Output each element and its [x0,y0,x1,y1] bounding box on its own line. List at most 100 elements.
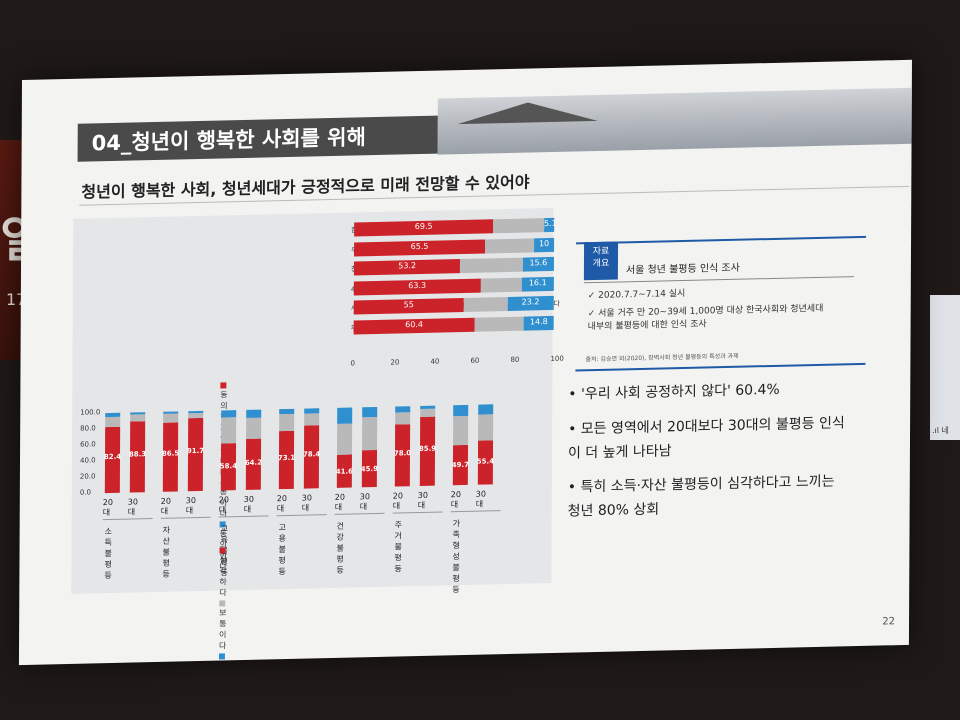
bar-segment [463,296,508,312]
column-value-label: 85.9 [418,444,437,453]
bar-value-label: 63.3 [408,280,427,290]
y-tick-label: 20.0 [79,472,96,481]
column-segment: 86.5 [162,422,179,492]
survey-title: 서울 청년 불평등 인식 조사 [625,262,740,277]
column-value-label: 58.4 [219,462,238,471]
stacked-column: 86.5 [162,411,179,492]
stacked-column: 49.7 [452,404,469,486]
side-monitor: .ıl 네 [930,295,960,440]
bar-segment: 15.6 [522,256,554,272]
age-label: 30대 [301,493,312,513]
group-label: 주거불평등 [394,520,403,574]
group-label: 소득불평등 [104,526,113,581]
bar-segment: 63.3 [353,278,481,295]
x-tick-label: 100 [550,354,564,364]
bar-segment: 55 [353,297,464,315]
page-number: 22 [882,616,896,628]
header-photo [437,87,912,155]
x-tick-label: 80 [510,355,520,364]
legend-item: 심각하지 않다 [219,651,227,665]
group-label: 고용불평등 [278,523,287,577]
stacked-column: 41.6 [336,407,353,488]
column-segment: 41.6 [336,454,353,488]
column-value-label: 45.9 [360,464,379,474]
x-tick-label: 20 [390,358,400,367]
bar-value-label: 10 [538,238,550,248]
column-value-label: 78.4 [302,450,321,459]
age-label: 20대 [276,493,287,514]
column-segment [163,413,179,423]
column-segment [105,412,121,418]
survey-item: ✓ 서울 거주 만 20~39세 1,000명 대상 한국사회와 청년세대 내부… [587,303,824,333]
bar-value-label: 14.8 [529,316,548,326]
column-segment [478,413,494,441]
y-tick-label: 60.0 [80,440,96,449]
stacked-column: 55.4 [477,404,494,485]
bar-segment: 10 [534,237,555,252]
group-label: 자산불평등 [162,525,171,579]
age-label: 20대 [102,497,113,518]
column-segment [163,411,179,415]
column-value-label: 49.7 [451,460,470,470]
bar-value-label: 16.1 [528,277,547,287]
column-value-label: 55.4 [476,457,495,467]
column-segment: 91.7 [187,417,204,492]
column-segment [304,413,320,426]
column-segment [362,416,378,451]
column-segment [246,417,262,439]
bar-segment: 5.1 [543,217,557,233]
column-segment: 82.4 [104,426,121,494]
column-value-label: 41.6 [335,467,354,476]
y-tick-label: 40.0 [79,456,96,465]
column-segment [188,410,204,413]
legend-item: 보통이다 [219,598,227,651]
bar-segment [480,277,522,293]
section-header: 04_청년이 행복한 사회를 위해 [77,115,438,162]
column-segment [188,412,204,418]
column-segment: 45.9 [361,450,378,488]
column-segment: 58.4 [220,443,237,491]
bar-segment: 23.2 [507,295,554,311]
column-value-label: 82.4 [103,453,122,462]
column-segment [221,410,237,418]
column-value-label: 86.5 [161,449,180,459]
x-tick-label: 0 [350,359,355,368]
age-label: 20대 [218,495,229,515]
stacked-column: 45.9 [361,406,378,488]
column-segment: 78.0 [394,423,411,487]
stacked-column: 91.7 [187,410,204,492]
x-tick-label: 40 [430,357,440,366]
column-segment [420,405,436,410]
age-label: 30대 [417,490,428,511]
column-segment [130,414,146,422]
column-segment: 64.2 [245,438,262,490]
column-segment: 73.1 [278,430,295,490]
column-value-label: 88.3 [128,449,147,459]
bar-segment [474,316,525,332]
survey-item: ✓ 2020.7.7~7.14 실시 [587,288,686,302]
stacked-column: 82.4 [104,412,121,494]
bar-segment: 16.1 [521,276,554,292]
age-label: 30대 [359,492,370,512]
age-label: 20대 [334,492,345,512]
bar-segment: 60.4 [353,317,475,334]
bar-value-label: 60.4 [405,319,423,329]
column-segment [246,409,262,418]
y-tick-label: 0.0 [79,488,91,497]
bar-value-label: 55 [403,300,414,310]
column-segment [453,404,469,417]
slide-subtitle: 청년이 행복한 사회, 청년세대가 긍정적으로 미래 전망할 수 있어야 [81,172,530,202]
info-badge: 자료 개요 [583,241,619,281]
bar-segment: 65.5 [354,238,486,256]
chart-legend: 심각하다보통이다심각하지 않다 [219,545,233,665]
group-label: 건강불평등 [336,521,345,575]
column-segment [304,408,320,414]
legend-item: 심각하다 [219,545,227,598]
bar-value-label: 65.5 [410,241,429,251]
stacked-column: 73.1 [278,408,295,490]
bar-value-label: 69.5 [414,221,433,232]
bar-segment: 53.2 [353,259,461,276]
age-label: 30대 [243,494,254,514]
bar-segment [460,257,523,274]
bar-value-label: 15.6 [529,258,548,268]
